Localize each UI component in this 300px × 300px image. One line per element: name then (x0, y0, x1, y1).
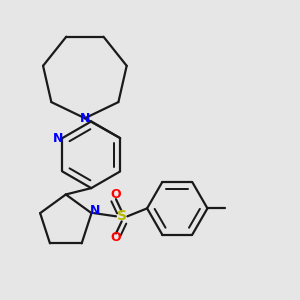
Text: N: N (90, 204, 101, 217)
Text: S: S (117, 209, 127, 223)
Text: O: O (111, 231, 121, 244)
Text: O: O (111, 188, 121, 201)
Text: N: N (53, 132, 64, 145)
Text: N: N (80, 112, 90, 125)
